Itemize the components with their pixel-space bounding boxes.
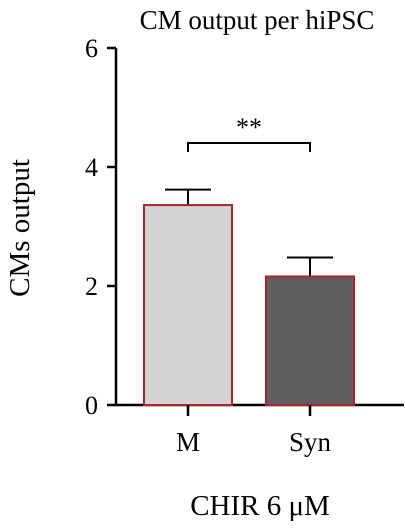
x-category-label: M (176, 427, 200, 457)
y-tick-label: 0 (85, 391, 98, 420)
y-axis-title: CMs output (4, 159, 36, 297)
x-axis-title: CHIR 6 μM (190, 490, 330, 522)
bar-m (143, 204, 233, 406)
y-tick-label: 4 (85, 153, 98, 182)
y-tick-label: 6 (85, 34, 98, 63)
chart-title: CM output per hiPSC (140, 5, 375, 35)
y-tick-label: 2 (85, 272, 98, 301)
significance-label: ** (236, 113, 262, 142)
x-category-label: Syn (289, 427, 332, 457)
bar-syn (265, 275, 355, 407)
significance-bracket (187, 142, 311, 152)
